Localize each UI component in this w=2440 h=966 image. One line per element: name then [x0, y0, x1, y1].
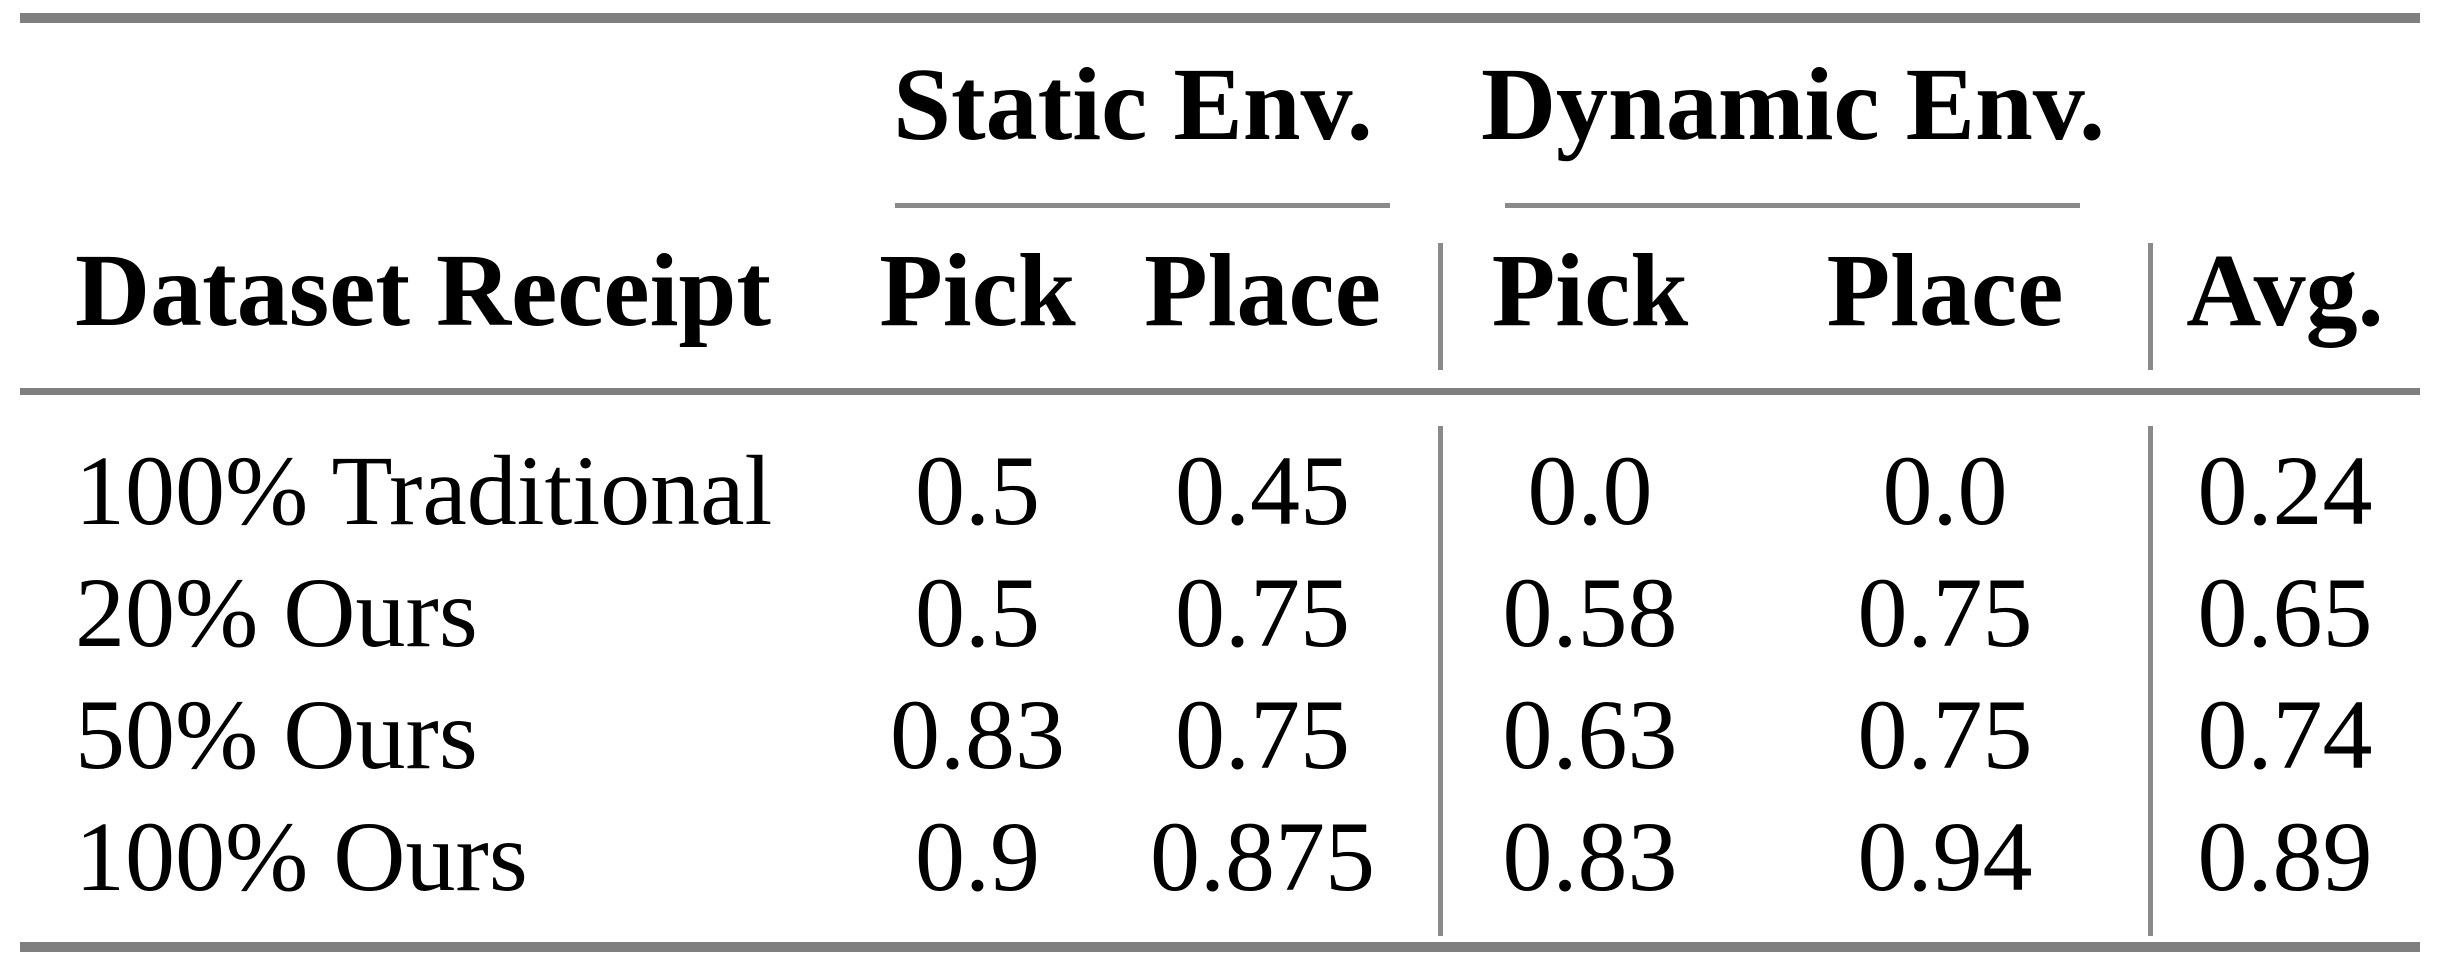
- dynamic-pick-value: 0.0: [1527, 435, 1653, 546]
- row-label: 20% Ours: [75, 557, 478, 668]
- static-pick-value: 0.5: [915, 557, 1040, 668]
- top-rule: [20, 13, 2420, 23]
- static-place-value: 0.875: [1150, 801, 1375, 912]
- static-place-value: 0.75: [1175, 557, 1350, 668]
- col-header-avg: Avg.: [2186, 233, 2384, 348]
- static-pick-value: 0.9: [915, 801, 1040, 912]
- col-header-static-pick: Pick: [879, 233, 1076, 348]
- col-header-static-place: Place: [1144, 233, 1381, 348]
- vertical-divider-1-body: [1438, 426, 1443, 936]
- dynamic-place-value: 0.94: [1857, 801, 2033, 912]
- row-label: 100% Traditional: [75, 435, 773, 546]
- avg-value: 0.89: [2197, 801, 2373, 912]
- avg-value: 0.65: [2197, 557, 2373, 668]
- row-label: 50% Ours: [75, 679, 478, 790]
- vertical-divider-2-body: [2148, 426, 2153, 936]
- static-pick-value: 0.83: [890, 679, 1065, 790]
- table-row-20-ours: 20% Ours 0.5 0.75 0.58 0.75 0.65: [20, 563, 2420, 685]
- vertical-divider-2-header: [2148, 243, 2153, 370]
- dynamic-env-underline-rule: [1505, 203, 2080, 208]
- bottom-rule: [20, 942, 2420, 952]
- col-header-dynamic-place: Place: [1826, 233, 2064, 348]
- dynamic-place-value: 0.75: [1857, 557, 2033, 668]
- avg-value: 0.24: [2197, 435, 2373, 546]
- table-row-50-ours: 50% Ours 0.83 0.75 0.63 0.75 0.74: [20, 685, 2420, 807]
- table-row-100-traditional: 100% Traditional 0.5 0.45 0.0 0.0 0.24: [20, 441, 2420, 563]
- static-place-value: 0.75: [1175, 679, 1350, 790]
- header-separator-rule: [20, 388, 2420, 395]
- dynamic-place-value: 0.75: [1857, 679, 2033, 790]
- col-header-dynamic-pick: Pick: [1491, 233, 1689, 348]
- static-place-value: 0.45: [1175, 435, 1350, 546]
- static-env-group-header: Static Env.: [893, 47, 1373, 162]
- dynamic-place-value: 0.0: [1882, 435, 2008, 546]
- dynamic-pick-value: 0.63: [1502, 679, 1678, 790]
- avg-value: 0.74: [2197, 679, 2373, 790]
- vertical-divider-1-header: [1438, 243, 1443, 370]
- dynamic-env-group-header: Dynamic Env.: [1480, 47, 2106, 162]
- row-label: 100% Ours: [75, 801, 528, 912]
- table-row-100-ours: 100% Ours 0.9 0.875 0.83 0.94 0.89: [20, 807, 2420, 929]
- static-pick-value: 0.5: [915, 435, 1040, 546]
- dynamic-pick-value: 0.83: [1502, 801, 1678, 912]
- col-header-dataset-receipt: Dataset Receipt: [75, 233, 771, 348]
- dynamic-pick-value: 0.58: [1502, 557, 1678, 668]
- column-header-row: Dataset Receipt Pick Place Pick Place Av…: [20, 239, 2420, 361]
- static-env-underline-rule: [895, 203, 1390, 208]
